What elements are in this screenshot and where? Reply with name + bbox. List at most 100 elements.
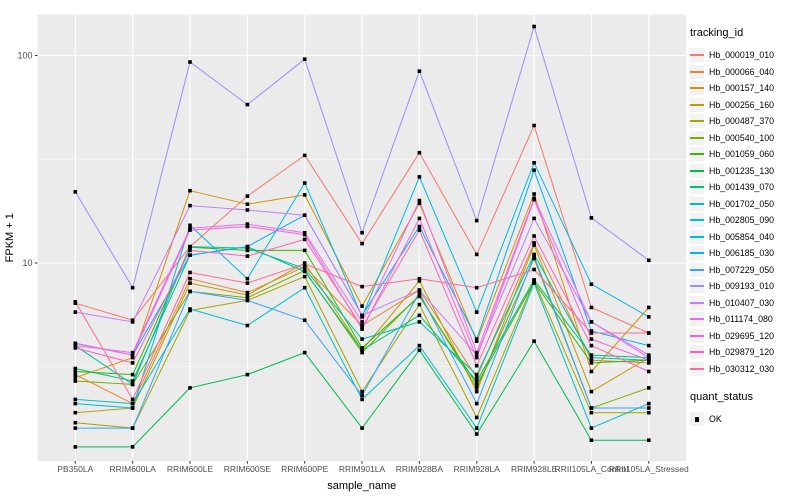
legend-key-box [690,147,704,162]
legend-item-label: Hb_000066_040 [709,66,775,77]
x-tick-label: RRII105LA_Control [555,464,629,474]
legend-key-line-icon [690,367,704,370]
y-tick-label: 10 [22,258,32,268]
data-point [417,294,422,299]
data-point [360,313,364,318]
legend-item-label: Hb_000019_010 [709,50,775,61]
legend-key-line-icon [690,186,704,189]
legend-key-box [690,213,704,228]
x-axis-title: sample_name [327,480,396,492]
data-point [474,379,479,383]
data-point [417,279,422,283]
data-point [474,285,479,290]
legend-key-line-icon [690,268,704,271]
legend-key-box [690,180,704,195]
legend-key-box [690,361,704,376]
legend-item: Hb_029879_120 [690,344,798,361]
legend-item-label: Hb_000487_370 [709,116,775,127]
data-point [360,397,364,402]
data-point [589,426,594,430]
data-point [532,197,536,202]
legend-title-quant-status: quant_status [690,391,753,403]
data-point [474,386,479,390]
data-point [360,393,364,398]
data-point [73,379,78,383]
data-point [360,426,364,430]
data-point [417,276,422,281]
legend-key-box [690,345,704,360]
legend-item: Hb_006185_030 [690,245,798,262]
data-point [130,406,135,410]
data-point [130,350,135,355]
legend-item-label: Hb_001439_070 [709,182,775,193]
data-point [73,372,78,377]
data-point [302,181,307,185]
data-point [130,426,135,430]
data-point [647,305,651,310]
legend-tracking-items: Hb_000019_010 Hb_000066_040 Hb_000157_140 H… [690,47,798,377]
legend-item-label: Hb_002805_090 [709,215,775,226]
data-point [417,302,422,307]
data-point [647,331,651,335]
legend-item-label: Hb_029879_120 [709,347,775,358]
legend-item: Hb_030312_030 [690,361,798,378]
data-point [532,241,536,245]
x-tick-label: RRIM600SE [224,464,272,474]
legend-key-line-icon [690,252,704,255]
data-point [417,175,422,179]
black-square-point-icon [694,417,700,422]
data-point [417,216,422,221]
data-point [188,60,192,64]
legend-item: Hb_029695_120 [690,328,798,345]
data-point [647,315,651,319]
data-point [532,243,536,247]
legend-key-box [690,295,704,310]
legend-key-line-icon [690,301,704,304]
data-point [589,331,594,335]
data-point [245,323,250,328]
data-point [130,320,135,324]
data-point [532,267,536,272]
data-point [647,361,651,365]
legend-item: Hb_000487_370 [690,113,798,130]
data-point [302,318,307,322]
data-point [474,355,479,360]
legend-key-box [690,279,704,294]
data-point [417,348,422,352]
data-point [589,389,594,394]
data-point [73,401,78,406]
data-point [647,258,651,263]
legend-item: Hb_000019_010 [690,47,798,64]
legend-item: Hb_002805_090 [690,212,798,229]
data-point [589,305,594,310]
legend-item: Hb_000066_040 [690,64,798,81]
data-point [589,369,594,374]
data-point [474,337,479,341]
data-point [532,254,536,258]
data-point [302,213,307,217]
legend-key-line-icon [690,54,704,57]
data-point [245,224,250,229]
legend-key-line-icon [690,120,704,123]
legend-item-label: Hb_001059_060 [709,149,775,160]
legend-key-box [690,97,704,112]
data-point [73,369,78,374]
data-point [73,310,78,314]
legend-item-label: Hb_000157_140 [709,83,775,94]
x-tick-label: RRIM901LA [339,464,386,474]
legend-key-box [690,81,704,96]
data-point [589,337,594,341]
legend-key-line-icon [690,202,704,205]
x-tick-label: RRIM928BA [396,464,444,474]
data-point [302,57,307,61]
data-point [474,310,479,314]
data-point [130,285,135,290]
data-point [245,244,250,249]
data-point [73,343,78,348]
data-point [417,224,422,229]
x-tick-label: RRIM600LA [109,464,156,474]
data-point [302,193,307,197]
data-point [245,296,250,300]
data-point [647,358,651,362]
data-point [130,361,135,365]
